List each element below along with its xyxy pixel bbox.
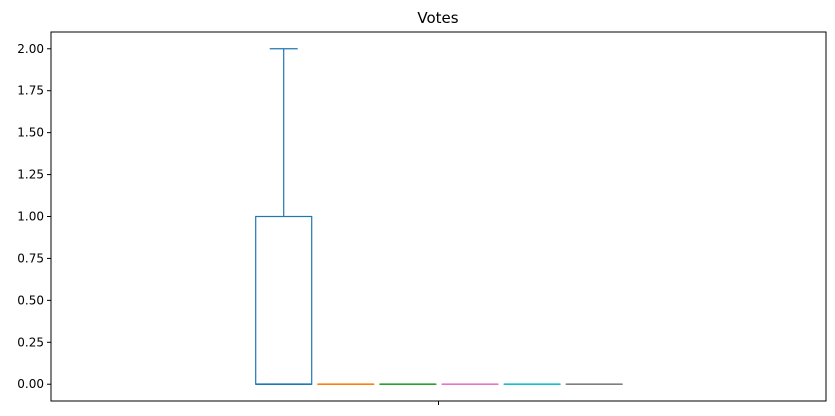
y-tick-label: 0.00: [17, 377, 44, 391]
y-tick-label: 1.50: [17, 126, 44, 140]
plot-frame: [50, 31, 827, 402]
y-tick-label: 1.00: [17, 210, 44, 224]
y-tick-label: 0.25: [17, 335, 44, 349]
box-iqr: [255, 215, 313, 385]
y-tick-label: 0.50: [17, 293, 44, 307]
boxes: [255, 48, 623, 386]
y-tick-label: 0.75: [17, 251, 44, 265]
y-tick-label: 1.75: [17, 84, 44, 98]
y-tick-label: 2.00: [17, 42, 44, 56]
chart-title: Votes: [417, 9, 458, 27]
y-tick-label: 1.25: [17, 168, 44, 182]
y-axis: 0.00 0.25 0.50 0.75 1.00 1.25 1.50 1.75 2.00: [17, 42, 51, 391]
box-1: [255, 48, 313, 386]
